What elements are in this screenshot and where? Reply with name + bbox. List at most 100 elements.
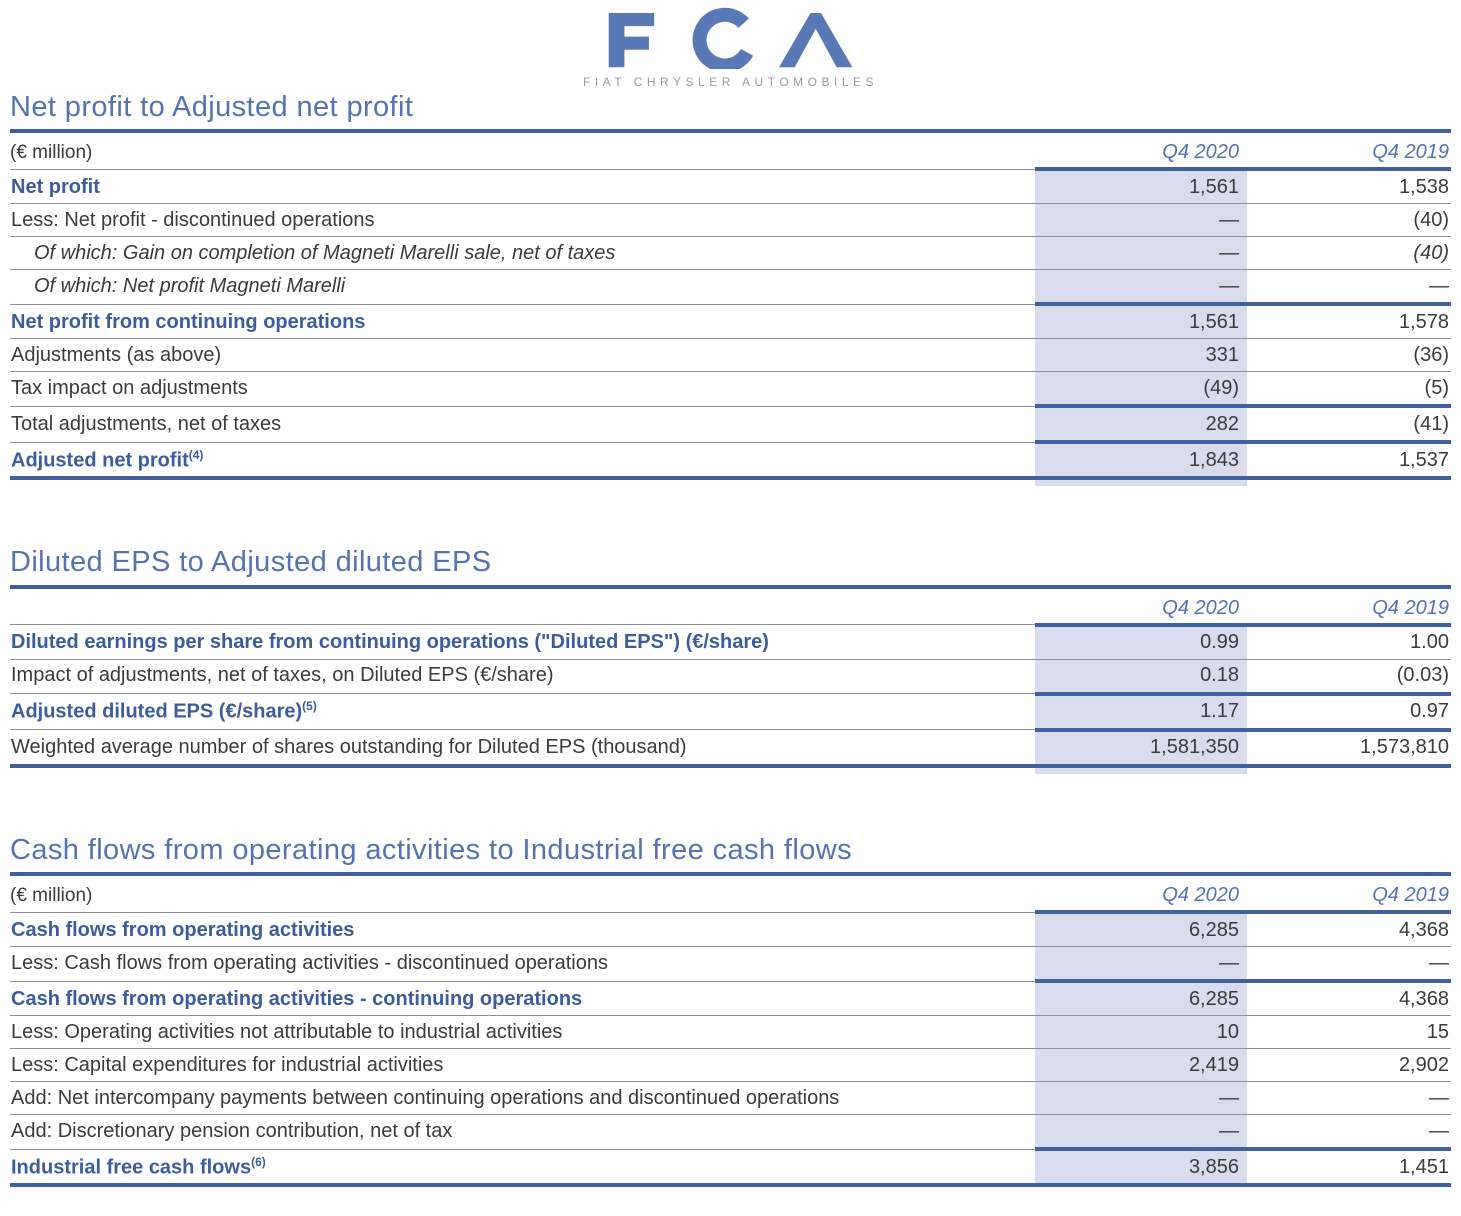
- table-row: Adjustments (as above) 331 (36): [10, 339, 1451, 372]
- row-divider: [10, 203, 1451, 205]
- row-label: Less: Net profit - discontinued operatio…: [11, 208, 375, 231]
- subtotal-divider: [10, 979, 1451, 984]
- row-divider: [10, 1015, 1451, 1017]
- value-q4-2019: —: [1429, 951, 1449, 974]
- col-header-q4-2020: Q4 2020: [1162, 141, 1239, 164]
- footnote-marker: (4): [188, 448, 204, 463]
- header-divider: [10, 910, 1451, 915]
- value-q4-2019: (36): [1413, 343, 1449, 366]
- row-label: Net profit: [11, 175, 100, 198]
- col-header-q4-2019: Q4 2019: [1372, 884, 1449, 907]
- row-label: Adjusted net profit(4): [11, 448, 204, 472]
- table-row: Less: Cash flows from operating activiti…: [10, 947, 1451, 980]
- table-row: Of which: Gain on completion of Magneti …: [10, 237, 1451, 270]
- row-label: Less: Capital expenditures for industria…: [11, 1053, 444, 1076]
- section-title-cash-flows: Cash flows from operating activities to …: [10, 833, 852, 866]
- value-q4-2020: 1,581,350: [1035, 731, 1247, 764]
- table-row: Industrial free cash flows(6) 3,856 1,45…: [10, 1151, 1451, 1184]
- table-row: Impact of adjustments, net of taxes, on …: [10, 659, 1451, 692]
- value-q4-2019: —: [1429, 1119, 1449, 1142]
- subtotal-divider: [10, 691, 1451, 696]
- table-header: Q4 2020 Q4 2019: [10, 589, 1451, 623]
- value-q4-2019: —: [1429, 1086, 1449, 1109]
- table-bottom-rule: [10, 476, 1451, 481]
- value-q4-2020: 3,856: [1035, 1151, 1247, 1184]
- table-row: Adjusted diluted EPS (€/share)(5) 1.17 0…: [10, 695, 1451, 728]
- value-q4-2019: 4,368: [1398, 918, 1449, 941]
- value-q4-2019: 1,573,810: [1360, 736, 1449, 759]
- value-q4-2019: —: [1429, 274, 1449, 297]
- table-row: Of which: Net profit Magneti Marelli — —: [10, 270, 1451, 303]
- footnote-marker: (6): [251, 1154, 266, 1169]
- row-label: Of which: Net profit Magneti Marelli: [34, 274, 346, 297]
- value-q4-2020: 1,843: [1035, 444, 1247, 477]
- col-header-q4-2019: Q4 2019: [1372, 141, 1449, 164]
- row-divider: [10, 1081, 1451, 1083]
- row-label: Add: Net intercompany payments between c…: [11, 1086, 840, 1109]
- value-q4-2020: —: [1035, 947, 1247, 980]
- value-q4-2020: (49): [1035, 372, 1247, 405]
- row-divider: [10, 269, 1451, 271]
- row-label: Diluted earnings per share from continui…: [11, 631, 769, 654]
- value-q4-2019: 1,538: [1398, 175, 1449, 198]
- table-row: Net profit from continuing operations 1,…: [10, 306, 1451, 339]
- row-divider: [10, 236, 1451, 238]
- value-q4-2019: 2,902: [1398, 1053, 1449, 1076]
- value-q4-2020: 331: [1035, 339, 1247, 372]
- unit-label: (€ million): [10, 885, 93, 907]
- section-title-diluted-eps: Diluted EPS to Adjusted diluted EPS: [10, 546, 492, 579]
- fca-logo: FIAT CHRYSLER AUTOMOBILES: [10, 6, 1451, 89]
- row-divider: [10, 1114, 1451, 1116]
- table-row: Weighted average number of shares outsta…: [10, 731, 1451, 764]
- value-q4-2019: (41): [1413, 412, 1449, 435]
- table-row: Less: Capital expenditures for industria…: [10, 1049, 1451, 1082]
- row-label: Total adjustments, net of taxes: [11, 412, 282, 435]
- section-title-net-profit: Net profit to Adjusted net profit: [10, 91, 414, 123]
- row-label: Net profit from continuing operations: [11, 310, 366, 333]
- row-divider: [10, 658, 1451, 660]
- value-q4-2019: (0.03): [1396, 664, 1449, 687]
- value-q4-2020: 1,561: [1035, 171, 1247, 204]
- value-q4-2019: 1,537: [1398, 448, 1449, 471]
- value-q4-2020: 1.17: [1035, 695, 1247, 728]
- value-q4-2020: 6,285: [1035, 983, 1247, 1016]
- value-q4-2020: —: [1035, 1082, 1247, 1115]
- unit-label: (€ million): [10, 142, 93, 164]
- value-q4-2020: 2,419: [1035, 1049, 1247, 1082]
- title-rule: [10, 872, 1451, 877]
- table-row: Net profit 1,561 1,538: [10, 171, 1451, 204]
- row-label: Less: Operating activities not attributa…: [11, 1020, 563, 1043]
- value-q4-2020: —: [1035, 237, 1247, 270]
- row-divider: [10, 1048, 1451, 1050]
- table-row: Adjusted net profit(4) 1,843 1,537: [10, 444, 1451, 477]
- value-q4-2019: (5): [1424, 376, 1449, 399]
- row-label: Tax impact on adjustments: [11, 376, 248, 399]
- column-shade-tail: [10, 767, 1451, 774]
- value-q4-2019: 1.00: [1410, 631, 1449, 654]
- value-q4-2020: 6,285: [1035, 914, 1247, 947]
- fca-logo-mark: [608, 7, 852, 73]
- value-q4-2020: 282: [1035, 408, 1247, 441]
- value-q4-2019: 15: [1426, 1020, 1449, 1043]
- header-divider: [10, 622, 1451, 627]
- row-label: Impact of adjustments, net of taxes, on …: [11, 664, 554, 687]
- col-header-q4-2020: Q4 2020: [1162, 884, 1239, 907]
- subtotal-divider: [10, 440, 1451, 445]
- row-divider: [10, 946, 1451, 948]
- value-q4-2019: 1,578: [1398, 310, 1449, 333]
- table-row: Cash flows from operating activities - c…: [10, 983, 1451, 1016]
- header-divider: [10, 167, 1451, 172]
- column-shade-tail: [10, 480, 1451, 487]
- table-row: Tax impact on adjustments (49) (5): [10, 372, 1451, 405]
- table-row: Total adjustments, net of taxes 282 (41): [10, 408, 1451, 441]
- table-row: Diluted earnings per share from continui…: [10, 626, 1451, 659]
- row-label: Add: Discretionary pension contribution,…: [11, 1119, 453, 1142]
- row-label: Cash flows from operating activities: [11, 918, 355, 941]
- value-q4-2019: 0.97: [1410, 700, 1449, 723]
- table-row: Add: Net intercompany payments between c…: [10, 1082, 1451, 1115]
- value-q4-2019: (40): [1413, 241, 1449, 264]
- value-q4-2019: 4,368: [1398, 987, 1449, 1010]
- table-bottom-rule: [10, 1183, 1451, 1188]
- col-header-q4-2020: Q4 2020: [1162, 596, 1239, 619]
- row-label: Adjustments (as above): [11, 343, 222, 366]
